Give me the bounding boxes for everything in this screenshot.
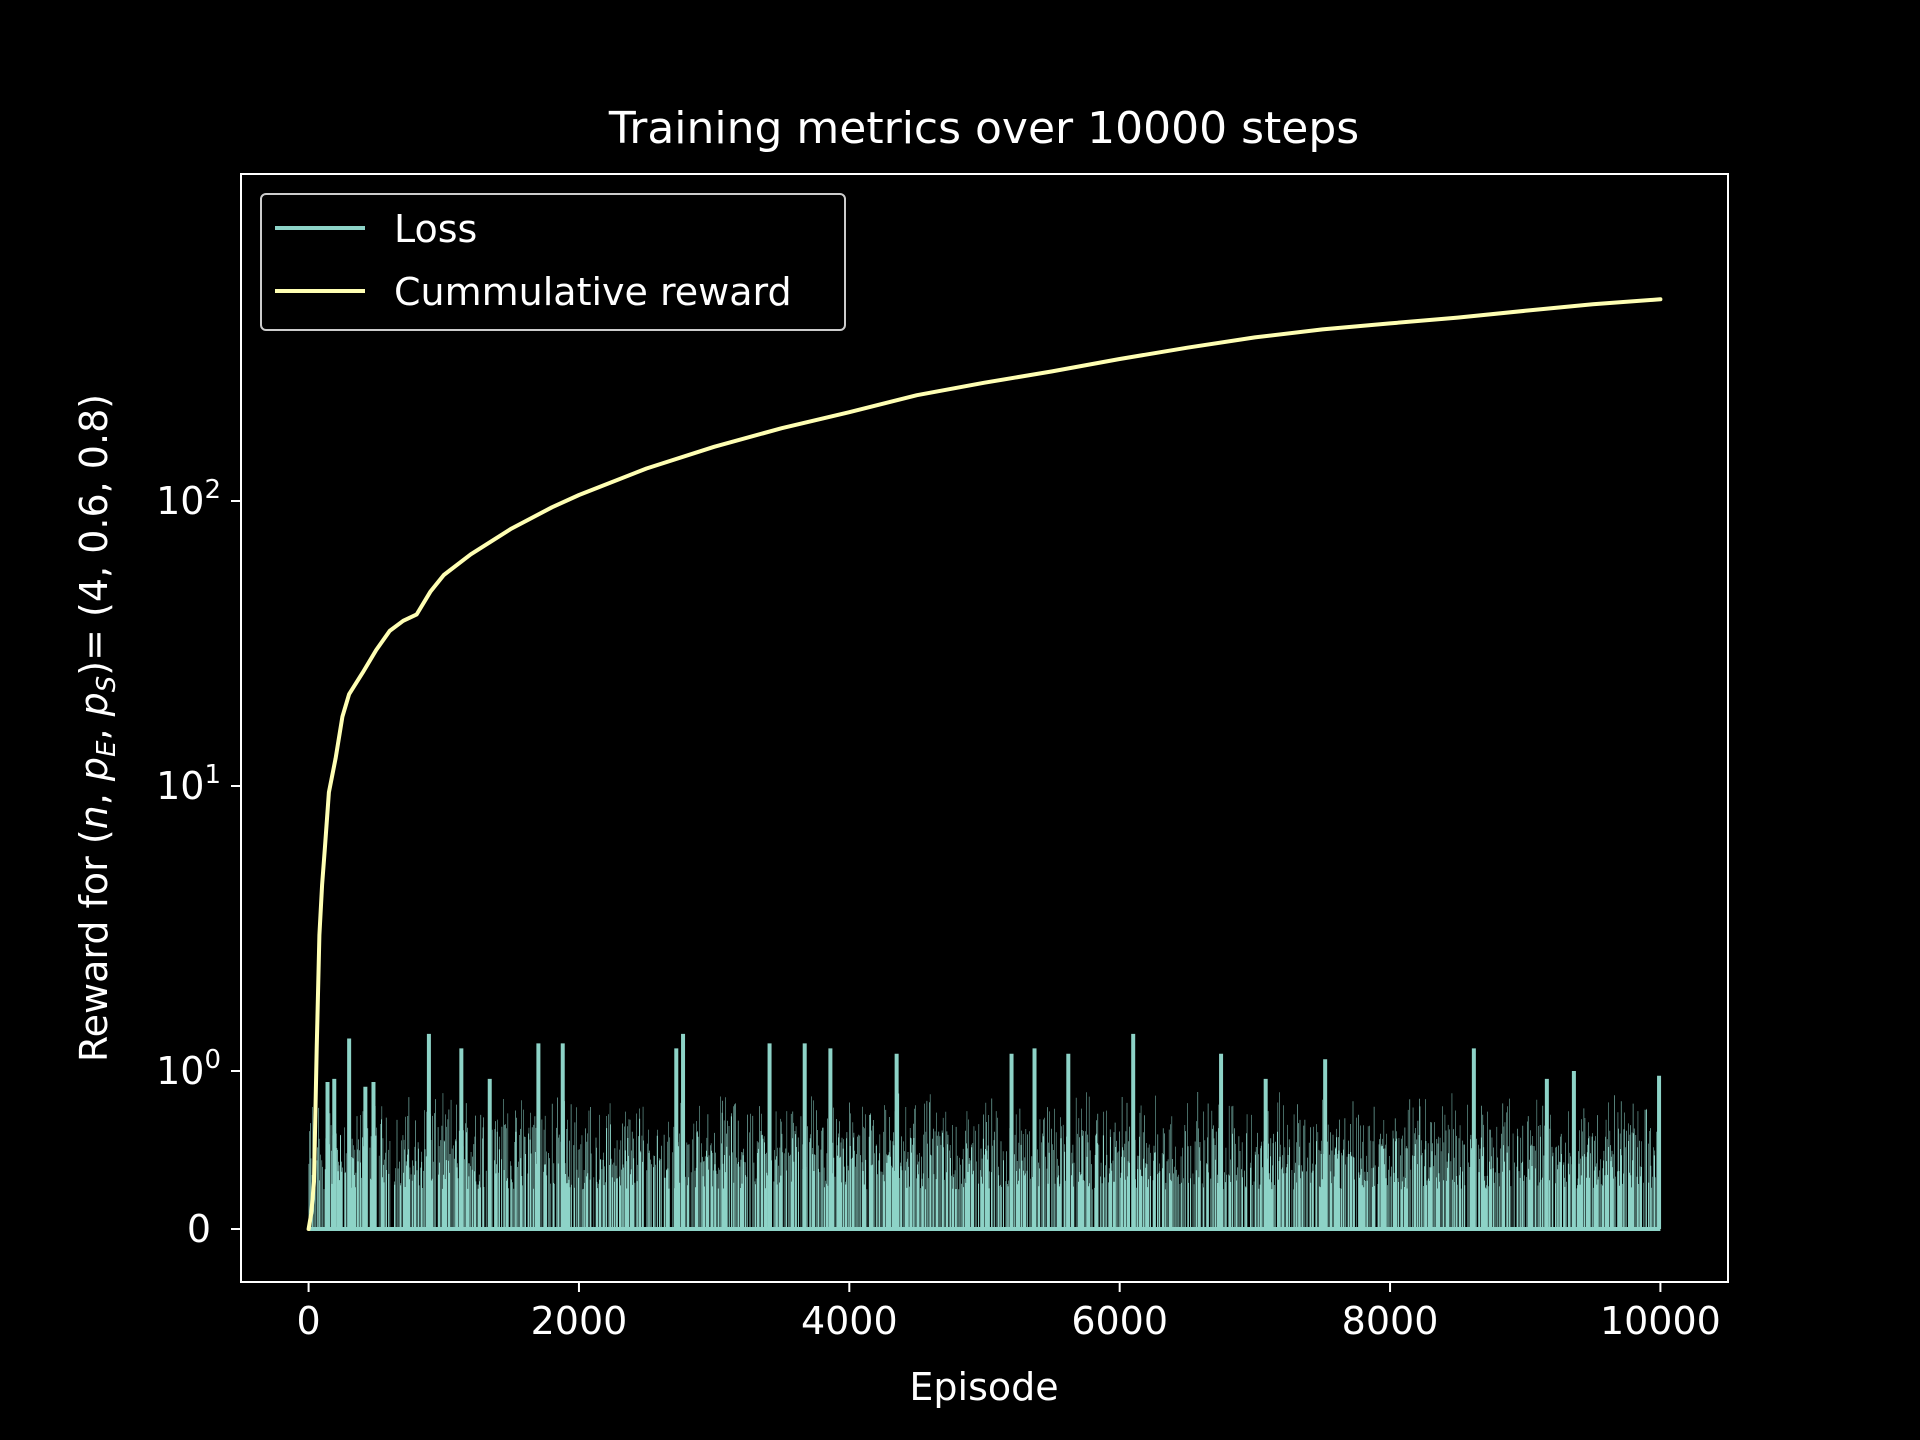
legend-box — [260, 193, 846, 331]
x-tick-label: 10000 — [1600, 1299, 1721, 1343]
y-tick-label: 0 — [187, 1207, 211, 1251]
y-tick-label: 101 — [156, 760, 221, 808]
plot-area — [306, 297, 1663, 1231]
y-axis: 0 100 101 102 — [156, 475, 241, 1251]
legend: Loss Cummulative reward — [260, 193, 846, 331]
x-axis-label: Episode — [909, 1365, 1058, 1409]
axes-frame — [240, 173, 1729, 1283]
x-tick-label: 4000 — [801, 1299, 898, 1343]
y-label-n: n — [72, 805, 116, 829]
x-tick-label: 8000 — [1342, 1299, 1439, 1343]
loss-series-area — [308, 1090, 1661, 1229]
y-label-p-e: p — [72, 757, 116, 782]
legend-label-loss: Loss — [394, 207, 477, 251]
y-label-comma-1: , — [72, 781, 116, 805]
x-tick-label: 0 — [296, 1299, 320, 1343]
y-tick-label: 100 — [156, 1045, 221, 1093]
y-axis-label: Reward for (n, pE, pS)= (4, 0.6, 0.8) — [72, 394, 122, 1062]
x-tick-label: 2000 — [531, 1299, 628, 1343]
y-label-comma-2: , — [72, 716, 116, 740]
y-label-p-s: p — [72, 692, 116, 717]
y-tick-label: 102 — [156, 475, 221, 523]
y-label-prefix: Reward for ( — [72, 829, 116, 1062]
x-tick-label: 6000 — [1071, 1299, 1168, 1343]
cumulative-reward-line — [306, 297, 1663, 1231]
x-axis: 0 2000 4000 6000 8000 10000 — [296, 1282, 1721, 1343]
legend-label-cumulative-reward: Cummulative reward — [394, 270, 792, 314]
y-label-suffix: )= (4, 0.6, 0.8) — [72, 394, 116, 676]
chart-title: Training metrics over 10000 steps — [608, 103, 1359, 154]
y-label-sub-e: E — [92, 740, 122, 757]
y-label-sub-s: S — [92, 676, 122, 693]
